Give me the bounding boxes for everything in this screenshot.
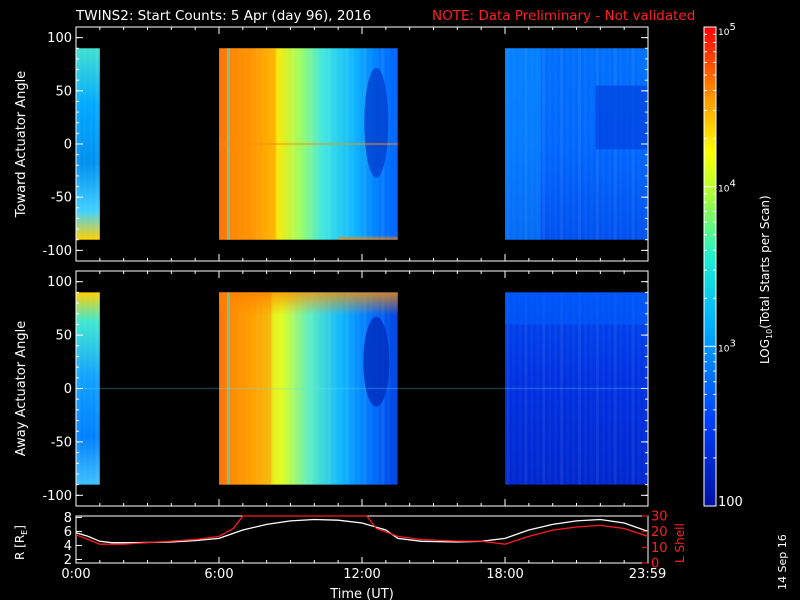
low-count-region [363,316,390,407]
y-tick-label: -50 [51,435,72,450]
date-stamp: 14 Sep 16 [776,534,789,590]
y-axis-label: Away Actuator Angle [14,321,29,456]
colorbar-label-prefix: LOG [758,339,772,364]
colorbar-tick-exp: 3 [729,338,735,349]
y-tick-label: 4 [64,539,72,554]
preliminary-note: NOTE: Data Preliminary - Not validated [432,8,695,24]
streak-band [505,48,541,240]
colorbar-label-sub: 10 [765,329,774,339]
colorbar-tick-label: 105 [718,22,736,38]
colorbar-gradient [704,27,716,506]
heatmap-block [76,48,100,240]
toward-angle-panel: -100 -50 0 50 100 Toward Actuator Angle [14,26,649,262]
y-tick-label: 0 [64,138,72,153]
y-axis-label: Toward Actuator Angle [14,71,29,218]
y2-tick-label: 20 [651,525,668,540]
y-tick-label: 8 [64,511,72,526]
x-tick-label: 6:00 [204,567,233,582]
colorbar-tick-base: 10 [718,185,730,195]
figure-title: TWINS2: Start Counts: 5 Apr (day 96), 20… [75,8,371,24]
y-tick-label: 0 [64,382,72,397]
colorbar-tick-base: 10 [718,28,730,38]
colorbar-tick-label: 103 [718,338,736,354]
x-tick-label: 0:00 [61,567,90,582]
y-tick-label: -100 [42,244,72,259]
x-tick-label: 12:00 [343,567,380,582]
orbit-y-label-sub: E [20,530,29,535]
colorbar-tick-label: 104 [718,179,736,195]
y-tick-label: 2 [64,553,72,568]
y-tick-label: -100 [42,489,72,504]
y-tick-label: 100 [47,275,72,290]
colorbar-tick-exp: 4 [729,179,735,190]
heatmap-block [76,292,100,485]
y-tick-label: -50 [51,191,72,206]
y-tick-label: 6 [64,525,72,540]
orbit-y-label-text: R [R [13,535,27,560]
x-tick-label: 23:59 [629,567,666,582]
y-tick-label: 50 [55,329,72,344]
y-tick-label: 50 [55,84,72,99]
colorbar-tick-label: 100 [718,495,743,510]
colorbar-tick-base: 100 [718,495,743,510]
y-tick-label: 100 [47,31,72,46]
streak-band [505,292,648,325]
high-count-corner [338,218,398,240]
orbit-y2-label: L Shell [673,523,687,563]
orbit-y-label-end: ] [13,525,27,530]
colorbar-label-suffix: (Total Starts per Scan) [758,195,772,329]
x-tick-label: 18:00 [486,567,523,582]
x-axis-label: Time (UT) [329,587,394,600]
y2-tick-label: 30 [651,510,668,525]
low-count-region [364,67,389,178]
y2-tick-label: 0 [651,557,659,572]
away-angle-panel: -100 -50 0 50 100 Away Actuator Angle [14,270,649,507]
colorbar-label: LOG10(Total Starts per Scan) [758,195,774,364]
lshell-line [75,515,649,545]
colorbar-tick-base: 10 [718,344,730,354]
y2-tick-label: 10 [651,541,668,556]
low-count-region [595,85,648,150]
orbit-y-label: R [RE] [13,525,29,560]
colorbar-tick-exp: 5 [729,22,735,33]
